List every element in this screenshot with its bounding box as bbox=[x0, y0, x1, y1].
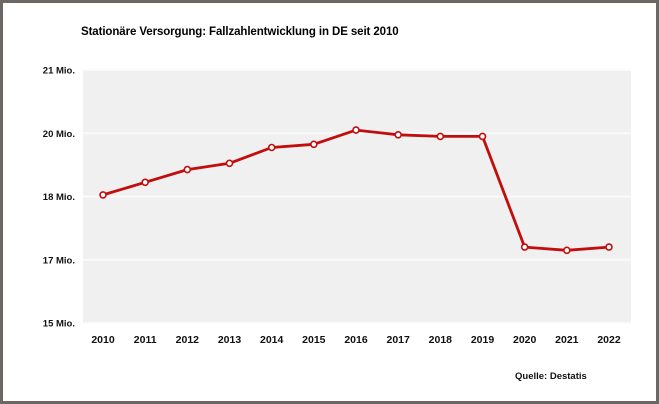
x-tick-label: 2020 bbox=[513, 334, 537, 346]
data-point bbox=[141, 178, 149, 187]
data-point bbox=[478, 132, 487, 141]
data-point bbox=[520, 243, 529, 251]
x-tick-label: 2017 bbox=[386, 334, 410, 346]
data-point bbox=[225, 159, 234, 168]
y-tick-label: 20 Mio. bbox=[43, 129, 75, 140]
x-tick-label: 2011 bbox=[134, 334, 157, 346]
x-tick-label: 2021 bbox=[555, 334, 579, 346]
data-point bbox=[267, 143, 276, 152]
x-tick-label: 2016 bbox=[344, 334, 368, 346]
y-tick-label: 17 Mio. bbox=[43, 255, 75, 266]
line-chart: 21 Mio. 20 Mio. 18 Mio. 17 Mio. 15 Mio. 2010 2… bbox=[43, 66, 631, 346]
x-tick-label: 2014 bbox=[260, 334, 284, 346]
x-tick-label: 2010 bbox=[91, 334, 115, 346]
x-tick-label: 2012 bbox=[176, 334, 200, 346]
x-tick-label: 2013 bbox=[218, 334, 242, 346]
x-tick-label: 2015 bbox=[302, 334, 326, 346]
data-point bbox=[183, 165, 192, 174]
data-point bbox=[310, 140, 318, 149]
x-tick-label: 2018 bbox=[429, 334, 453, 346]
data-point bbox=[352, 126, 360, 134]
x-tick-label: 2019 bbox=[471, 334, 495, 346]
data-point bbox=[99, 191, 107, 199]
source-caption: Quelle: Destatis bbox=[515, 371, 587, 382]
data-point bbox=[436, 132, 445, 141]
y-tick-label: 18 Mio. bbox=[43, 192, 75, 203]
y-tick-label: 21 Mio. bbox=[43, 66, 75, 77]
data-point bbox=[605, 243, 613, 251]
data-point bbox=[563, 246, 571, 255]
chart-title: Stationäre Versorgung: Fallzahlentwicklu… bbox=[81, 26, 399, 38]
x-tick-label: 2022 bbox=[597, 334, 621, 346]
data-point bbox=[394, 131, 402, 139]
y-tick-label: 15 Mio. bbox=[43, 319, 75, 330]
